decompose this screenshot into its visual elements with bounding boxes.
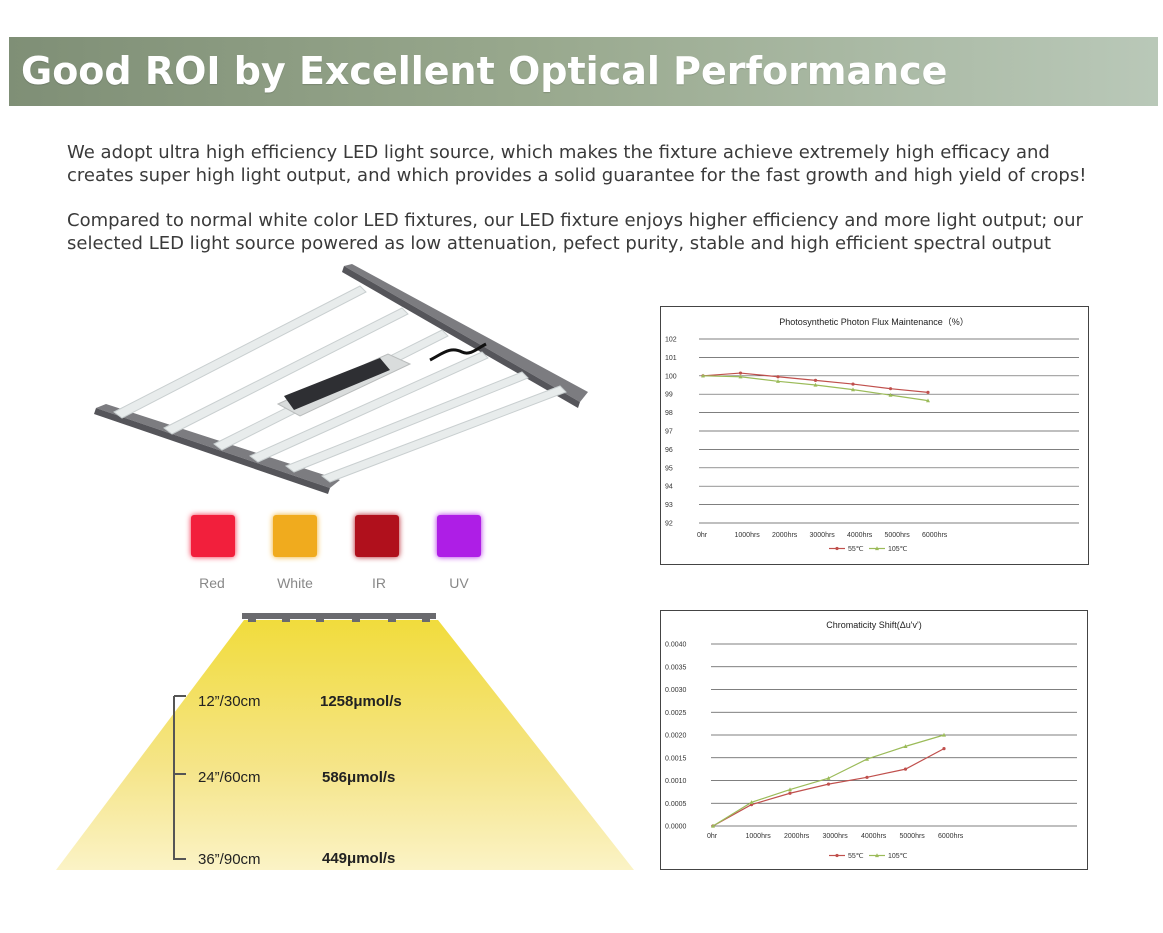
x-tick-label: 3000hrs <box>810 532 836 539</box>
data-point <box>903 744 908 748</box>
y-tick-label: 0.0025 <box>665 710 687 717</box>
legend-label: 105℃ <box>888 546 908 553</box>
data-point <box>926 398 930 403</box>
x-tick-label: 0hr <box>707 833 718 840</box>
y-tick-label: 99 <box>665 392 673 399</box>
uv-swatch <box>437 515 481 557</box>
y-tick-label: 0.0035 <box>665 664 687 671</box>
legend-marker <box>835 853 839 858</box>
intro-paragraph-2: Compared to normal white color LED fixtu… <box>67 210 1083 254</box>
legend-marker <box>875 853 879 858</box>
data-point <box>826 782 831 786</box>
data-point <box>903 767 908 771</box>
y-tick-label: 92 <box>665 521 673 528</box>
x-tick-label: 4000hrs <box>847 532 873 539</box>
legend-label: 55℃ <box>848 853 864 860</box>
y-tick-label: 98 <box>665 410 673 417</box>
y-tick-label: 102 <box>665 337 677 344</box>
distance-12in: 12”/30cm <box>198 693 261 710</box>
y-tick-label: 0.0015 <box>665 755 687 762</box>
ppfd-24in: 586μmol/s <box>322 769 396 786</box>
y-tick-label: 100 <box>665 373 677 380</box>
data-point <box>776 379 780 383</box>
led-fixture-image <box>94 264 588 494</box>
data-point <box>926 390 930 394</box>
ppf-maintenance-chart-svg: Photosynthetic Photon Flux Maintenance（%… <box>665 317 1079 553</box>
data-point <box>738 371 743 375</box>
x-tick-label: 6000hrs <box>922 532 948 539</box>
legend-label: 55℃ <box>848 546 864 553</box>
intro-paragraph-1: We adopt ultra high efficiency LED light… <box>67 142 1087 186</box>
x-tick-label: 6000hrs <box>938 833 964 840</box>
page-title: Good ROI by Excellent Optical Performanc… <box>21 49 948 93</box>
x-tick-label: 0hr <box>697 532 708 539</box>
distance-36in: 36”/90cm <box>198 851 261 868</box>
light-beam-diagram <box>56 613 634 870</box>
data-point <box>813 382 818 387</box>
ppfd-36in: 449μmol/s <box>322 850 396 867</box>
data-point <box>749 800 754 804</box>
y-tick-label: 97 <box>665 429 673 436</box>
data-point <box>711 823 715 828</box>
data-point <box>865 775 869 779</box>
ppf-maintenance-chart: Photosynthetic Photon Flux Maintenance（%… <box>660 306 1089 565</box>
chart-title: Photosynthetic Photon Flux Maintenance（%… <box>779 317 969 327</box>
x-tick-label: 5000hrs <box>900 833 926 840</box>
data-point <box>851 382 855 386</box>
data-point <box>701 373 705 378</box>
ppfd-12in: 1258μmol/s <box>320 693 402 710</box>
y-tick-label: 93 <box>665 502 673 509</box>
red-label: Red <box>199 575 225 591</box>
data-point <box>788 791 792 795</box>
legend-label: 105℃ <box>888 853 908 860</box>
chromaticity-shift-chart: Chromaticity Shift(Δu'v') 0.0040 0.0035 0.0… <box>660 610 1088 870</box>
x-tick-label: 1000hrs <box>746 833 772 840</box>
data-point <box>851 387 855 392</box>
white-label: White <box>277 575 313 591</box>
data-point <box>942 732 946 737</box>
data-point <box>776 375 780 379</box>
chart-title: Chromaticity Shift(Δu'v') <box>826 620 921 630</box>
x-tick-label: 3000hrs <box>823 833 849 840</box>
data-point <box>738 374 743 379</box>
y-tick-label: 94 <box>665 484 673 491</box>
data-point <box>788 787 792 792</box>
data-point <box>813 378 818 382</box>
y-tick-label: 101 <box>665 355 677 362</box>
y-tick-label: 0.0030 <box>665 687 687 694</box>
ir-label: IR <box>372 575 386 591</box>
x-tick-label: 5000hrs <box>885 532 911 539</box>
y-tick-label: 0.0000 <box>665 824 687 831</box>
chromaticity-shift-chart-svg: Chromaticity Shift(Δu'v') 0.0040 0.0035 0.0… <box>665 620 1077 860</box>
y-tick-label: 95 <box>665 465 673 472</box>
data-point <box>888 392 893 397</box>
x-tick-label: 2000hrs <box>772 532 798 539</box>
data-point <box>888 387 893 391</box>
y-tick-label: 0.0020 <box>665 733 687 740</box>
distance-24in: 24”/60cm <box>198 769 261 786</box>
white-swatch <box>273 515 317 557</box>
y-tick-label: 0.0005 <box>665 801 687 808</box>
uv-label: UV <box>449 575 469 591</box>
series-line-0 <box>712 748 945 827</box>
y-tick-label: 0.0040 <box>665 642 687 649</box>
x-tick-label: 2000hrs <box>784 833 810 840</box>
title-banner: Good ROI by Excellent Optical Performanc… <box>9 37 1158 106</box>
x-tick-label: 1000hrs <box>735 532 761 539</box>
x-tick-label: 4000hrs <box>861 833 887 840</box>
red-swatch <box>191 515 235 557</box>
y-tick-label: 0.0010 <box>665 778 687 785</box>
ir-swatch <box>355 515 399 557</box>
data-point <box>942 747 946 751</box>
data-point <box>865 756 869 761</box>
legend-marker <box>875 546 879 551</box>
y-tick-label: 96 <box>665 447 673 454</box>
legend-marker <box>835 546 839 551</box>
data-point <box>826 776 831 780</box>
